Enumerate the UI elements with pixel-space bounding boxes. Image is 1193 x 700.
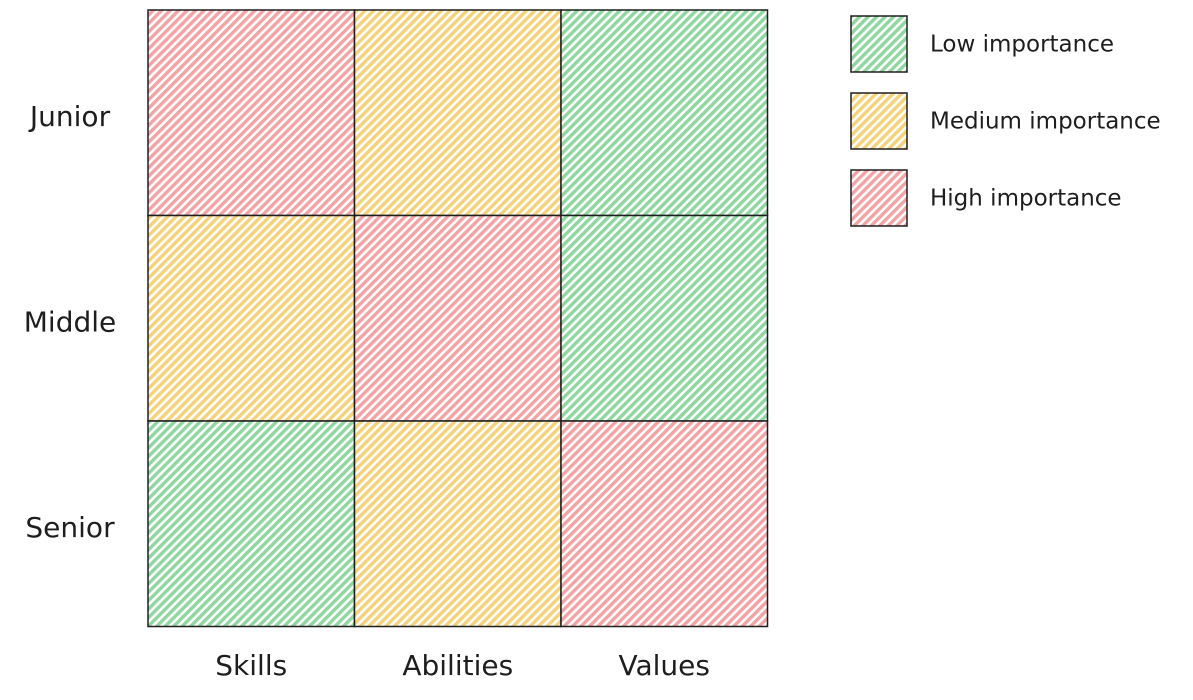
cell [353, 420, 562, 628]
cell [560, 420, 769, 628]
legend-swatch [850, 92, 908, 150]
cell [560, 9, 769, 217]
row-label: Senior [25, 511, 115, 544]
column-label: Abilities [402, 649, 513, 682]
legend-label: High importance [930, 186, 1122, 212]
legend-label: Low importance [930, 32, 1114, 58]
legend-label: Medium importance [930, 109, 1161, 135]
cell [147, 420, 356, 628]
column-label: Values [619, 649, 710, 682]
cell [147, 214, 356, 422]
legend-swatch [850, 15, 908, 73]
cell [353, 9, 562, 217]
cell [560, 214, 769, 422]
legend-swatch [850, 169, 908, 227]
cell [147, 9, 356, 217]
row-label: Junior [28, 100, 111, 133]
row-label: Middle [24, 305, 117, 338]
cell [353, 214, 562, 422]
column-label: Skills [215, 649, 287, 682]
